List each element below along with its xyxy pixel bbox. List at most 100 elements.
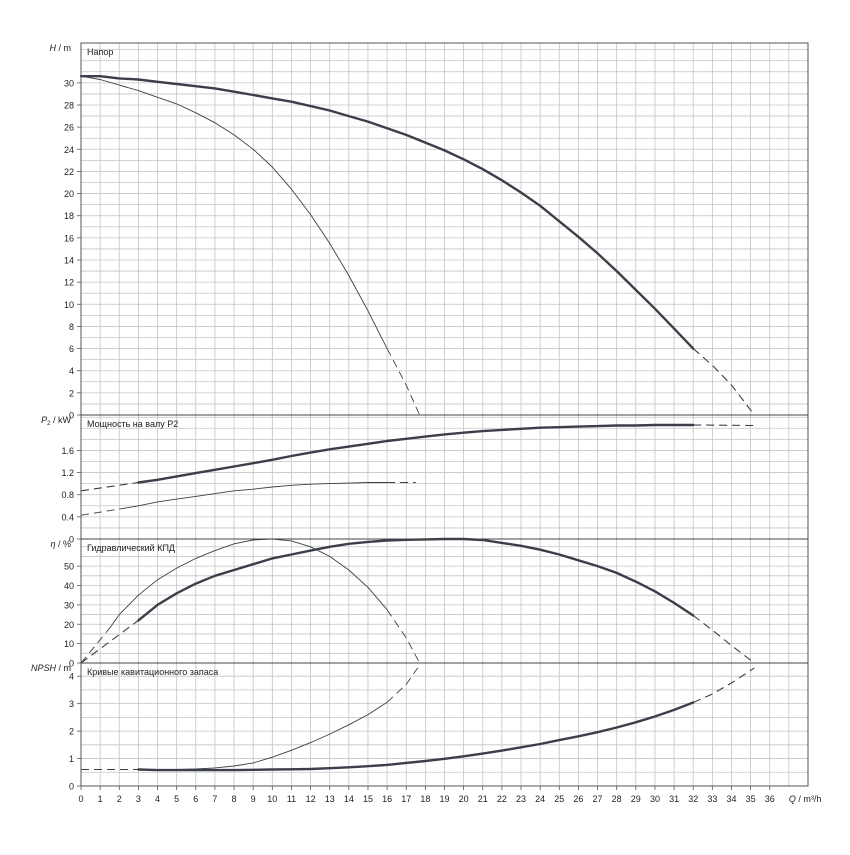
x-tick-label: 22	[497, 794, 507, 804]
curve-solid	[137, 537, 695, 622]
panel-title: Мощность на валу P2	[87, 419, 178, 429]
y-tick-label: 28	[64, 101, 74, 111]
x-axis-sep: /	[796, 794, 804, 804]
x-tick-label: 7	[212, 794, 217, 804]
curve-dashed-start	[80, 619, 139, 664]
y-tick-label: 1.2	[61, 468, 74, 478]
grid-efficiency	[80, 539, 809, 663]
x-tick-label: 36	[765, 794, 775, 804]
x-tick-label: 18	[420, 794, 430, 804]
x-tick-label: 13	[325, 794, 335, 804]
curve-solid	[138, 701, 388, 770]
y-axis-sep: /	[56, 663, 64, 673]
y-axis-unit: m	[64, 663, 72, 673]
y-tick-label: 0.8	[61, 490, 74, 500]
y-axis-unit: %	[63, 539, 71, 549]
y-axis-label: H / m	[49, 43, 71, 53]
x-tick-label: 5	[174, 794, 179, 804]
x-tick-label: 19	[439, 794, 449, 804]
y-tick-label: 3	[69, 699, 74, 709]
curve-dashed-start	[80, 508, 120, 516]
curve-dashed-end	[692, 615, 755, 664]
x-tick-label: 9	[251, 794, 256, 804]
x-tick-label: 21	[478, 794, 488, 804]
y-tick-label: 1	[69, 754, 74, 764]
y-tick-label: 0.4	[61, 512, 74, 522]
y-tick-label: 30	[64, 600, 74, 610]
y-tick-label: 4	[69, 672, 74, 682]
y-tick-label: 30	[64, 78, 74, 88]
x-tick-label: 30	[650, 794, 660, 804]
x-tick-label: 31	[669, 794, 679, 804]
x-tick-label: 11	[287, 794, 296, 804]
y-tick-label: 16	[64, 233, 74, 243]
x-tick-label: 17	[401, 794, 411, 804]
x-tick-label: 15	[363, 794, 373, 804]
x-tick-label: 2	[117, 794, 122, 804]
y-axis-sep: /	[55, 539, 63, 549]
x-tick-label: 25	[554, 794, 564, 804]
series-thick-power	[80, 423, 755, 492]
x-tick-label: 27	[593, 794, 603, 804]
x-tick-label: 23	[516, 794, 526, 804]
x-tick-label: 8	[232, 794, 237, 804]
y-axis-symbol: η	[50, 539, 55, 549]
x-axis-symbol: Q	[789, 794, 796, 804]
series-thin-npsh	[81, 667, 419, 770]
x-tick-label: 26	[573, 794, 583, 804]
x-tick-label: 4	[155, 794, 160, 804]
y-tick-label: 0	[69, 659, 74, 669]
x-tick-label: 12	[306, 794, 316, 804]
series-thick-head	[79, 75, 755, 416]
panel-efficiency: 0 10 20 30 40 50 η / % Гидравлический КПД	[50, 537, 809, 669]
curve-dashed-end	[386, 609, 420, 664]
y-tick-label: 2	[69, 727, 74, 737]
y-axis-subscript: 2	[47, 421, 51, 427]
grid-head	[80, 43, 809, 415]
y-tick-label: 0	[69, 535, 74, 545]
x-tick-label: 16	[382, 794, 392, 804]
curve-solid	[119, 482, 388, 510]
x-axis: 0 1 2 3 4 5 6 7 8 9 10 11 12 13 14 15 16 17 18 19 20 21 22 23 24…	[78, 786, 821, 804]
y-tick-label: 1.6	[61, 446, 74, 456]
curve-dashed-end	[692, 667, 755, 704]
x-tick-label: 1	[98, 794, 103, 804]
x-axis-label: Q / m³/h	[789, 794, 822, 804]
y-tick-label: 0	[69, 782, 74, 792]
y-axis-sep: /	[56, 43, 64, 53]
y-tick-label: 0	[69, 411, 74, 421]
x-tick-label: 33	[707, 794, 717, 804]
panel-title: Кривые кавитационного запаса	[87, 667, 218, 677]
y-axis-symbol: H	[49, 43, 56, 53]
x-tick-label: 24	[535, 794, 545, 804]
panel-title: Гидравлический КПД	[87, 543, 175, 553]
y-tick-label: 10	[64, 300, 74, 310]
y-axis-unit: m	[64, 43, 72, 53]
curve-dashed-start	[80, 627, 111, 664]
grid-npsh	[80, 663, 809, 786]
curve-solid	[109, 538, 388, 629]
y-tick-label: 12	[64, 278, 74, 288]
y-tick-label: 20	[64, 620, 74, 630]
x-tick-label: 35	[746, 794, 756, 804]
y-tick-label: 50	[64, 562, 74, 572]
y-tick-label: 10	[64, 639, 74, 649]
x-tick-label: 32	[688, 794, 698, 804]
x-axis-unit: m³/h	[803, 794, 821, 804]
series-thick-efficiency	[80, 537, 755, 664]
x-tick-label: 10	[267, 794, 277, 804]
x-tick-label: 29	[631, 794, 641, 804]
y-tick-label: 22	[64, 167, 74, 177]
y-tick-label: 4	[69, 366, 74, 376]
x-tick-label: 6	[193, 794, 198, 804]
series-thin-head	[80, 75, 421, 416]
curve-dashed-start	[80, 481, 139, 492]
x-tick-label: 28	[612, 794, 622, 804]
y-tick-label: 20	[64, 189, 74, 199]
series-thin-efficiency	[80, 538, 420, 664]
curve-solid	[80, 75, 388, 349]
y-tick-label: 40	[64, 581, 74, 591]
